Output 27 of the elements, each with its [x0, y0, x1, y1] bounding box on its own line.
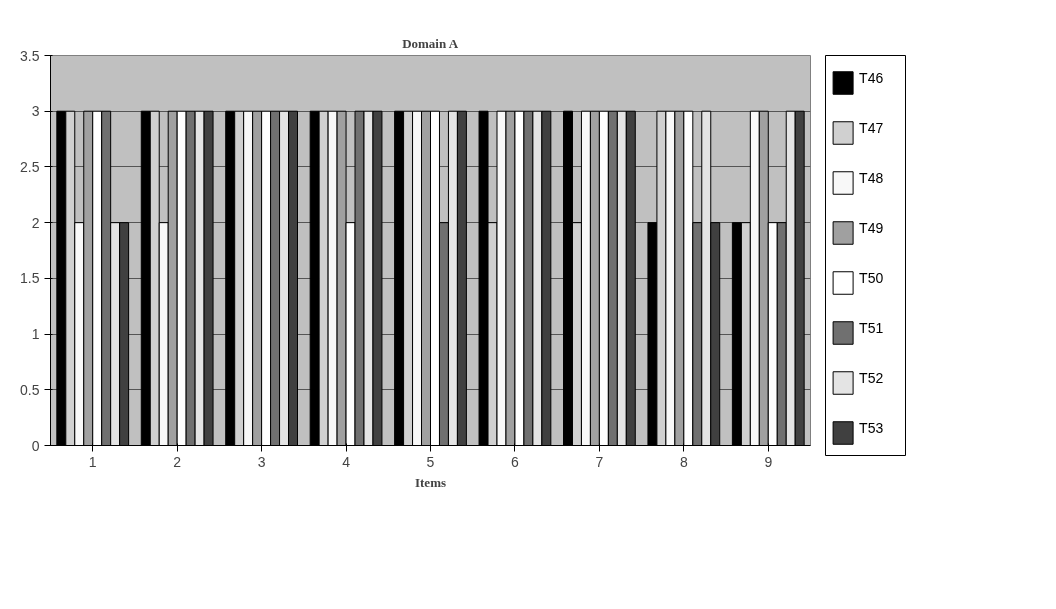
y-tick-label: 3	[31, 103, 40, 120]
x-tick-label: 4	[342, 453, 351, 470]
x-tick-label: 9	[764, 453, 773, 470]
x-tick-label: 8	[679, 453, 688, 470]
x-axis-title: Items	[414, 474, 447, 490]
legend-label: T47	[859, 120, 884, 136]
legend-label: T50	[859, 270, 884, 286]
x-tick-label: 3	[257, 453, 266, 470]
legend-label: T48	[859, 170, 884, 186]
x-tick-label: 7	[595, 453, 604, 470]
x-tick-label: 1	[88, 453, 97, 470]
y-tick-label: 0.5	[20, 381, 40, 398]
legend-label: T46	[859, 70, 884, 86]
y-tick-label: 1	[31, 326, 40, 343]
x-tick-label: 5	[426, 453, 435, 470]
legend-label: T49	[859, 220, 884, 236]
y-tick-label: 3.5	[20, 47, 40, 64]
legend-label: T51	[859, 320, 884, 336]
legend-label: T52	[859, 370, 884, 386]
y-tick-label: 2	[31, 214, 40, 231]
x-tick-label: 6	[511, 453, 520, 470]
legend-label: T53	[859, 420, 884, 436]
chart-title: Domain A	[402, 35, 459, 51]
y-tick-label: 2.5	[20, 158, 40, 175]
x-tick-label: 2	[173, 453, 182, 470]
y-tick-label: 1.5	[20, 270, 40, 287]
y-tick-label: 0	[31, 437, 40, 454]
